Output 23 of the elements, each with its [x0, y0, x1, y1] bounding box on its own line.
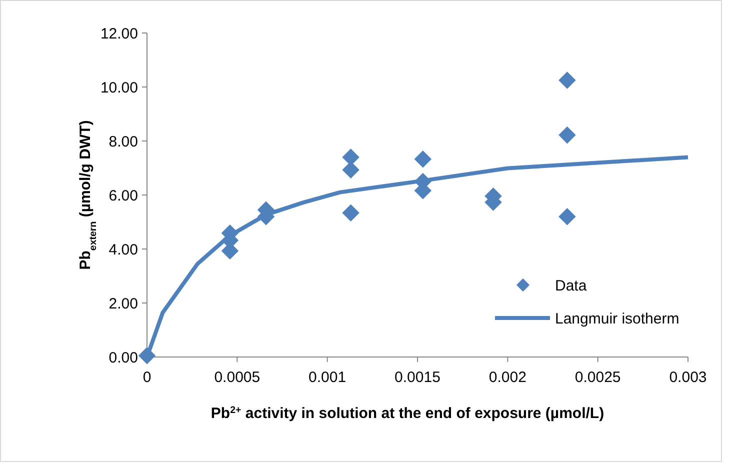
x-tick-label: 0.001: [308, 369, 346, 386]
y-tick-label: 0.00: [108, 349, 138, 366]
x-tick-label: 0: [142, 369, 152, 386]
legend-label: Langmuir isotherm: [555, 310, 680, 328]
point: [342, 204, 360, 222]
y-tick-label: 4.00: [108, 241, 138, 258]
y-tick-label: 2.00: [108, 295, 138, 312]
x-tick-label: 0.003: [669, 369, 707, 386]
y-tick-label: 6.00: [108, 187, 138, 204]
x-tick-label: 0.002: [488, 369, 526, 386]
point: [558, 126, 576, 144]
point: [558, 72, 576, 89]
x-tick-label: 0.0005: [214, 369, 260, 386]
x-tick-label: 0.0015: [394, 369, 440, 386]
point: [138, 347, 156, 364]
x-axis-title: Pb$^{2+}$ activity in solution at the end of exposure (µmol/L): [210, 404, 604, 422]
point: [414, 150, 432, 168]
y-tick-label: 10.00: [100, 79, 138, 96]
legend-label: Data: [555, 277, 588, 294]
y-tick-label: 8.00: [108, 133, 138, 150]
x-tick-label: 0.0025: [574, 369, 621, 386]
point: [558, 208, 576, 226]
y-tick-label: 12.00: [100, 25, 138, 42]
